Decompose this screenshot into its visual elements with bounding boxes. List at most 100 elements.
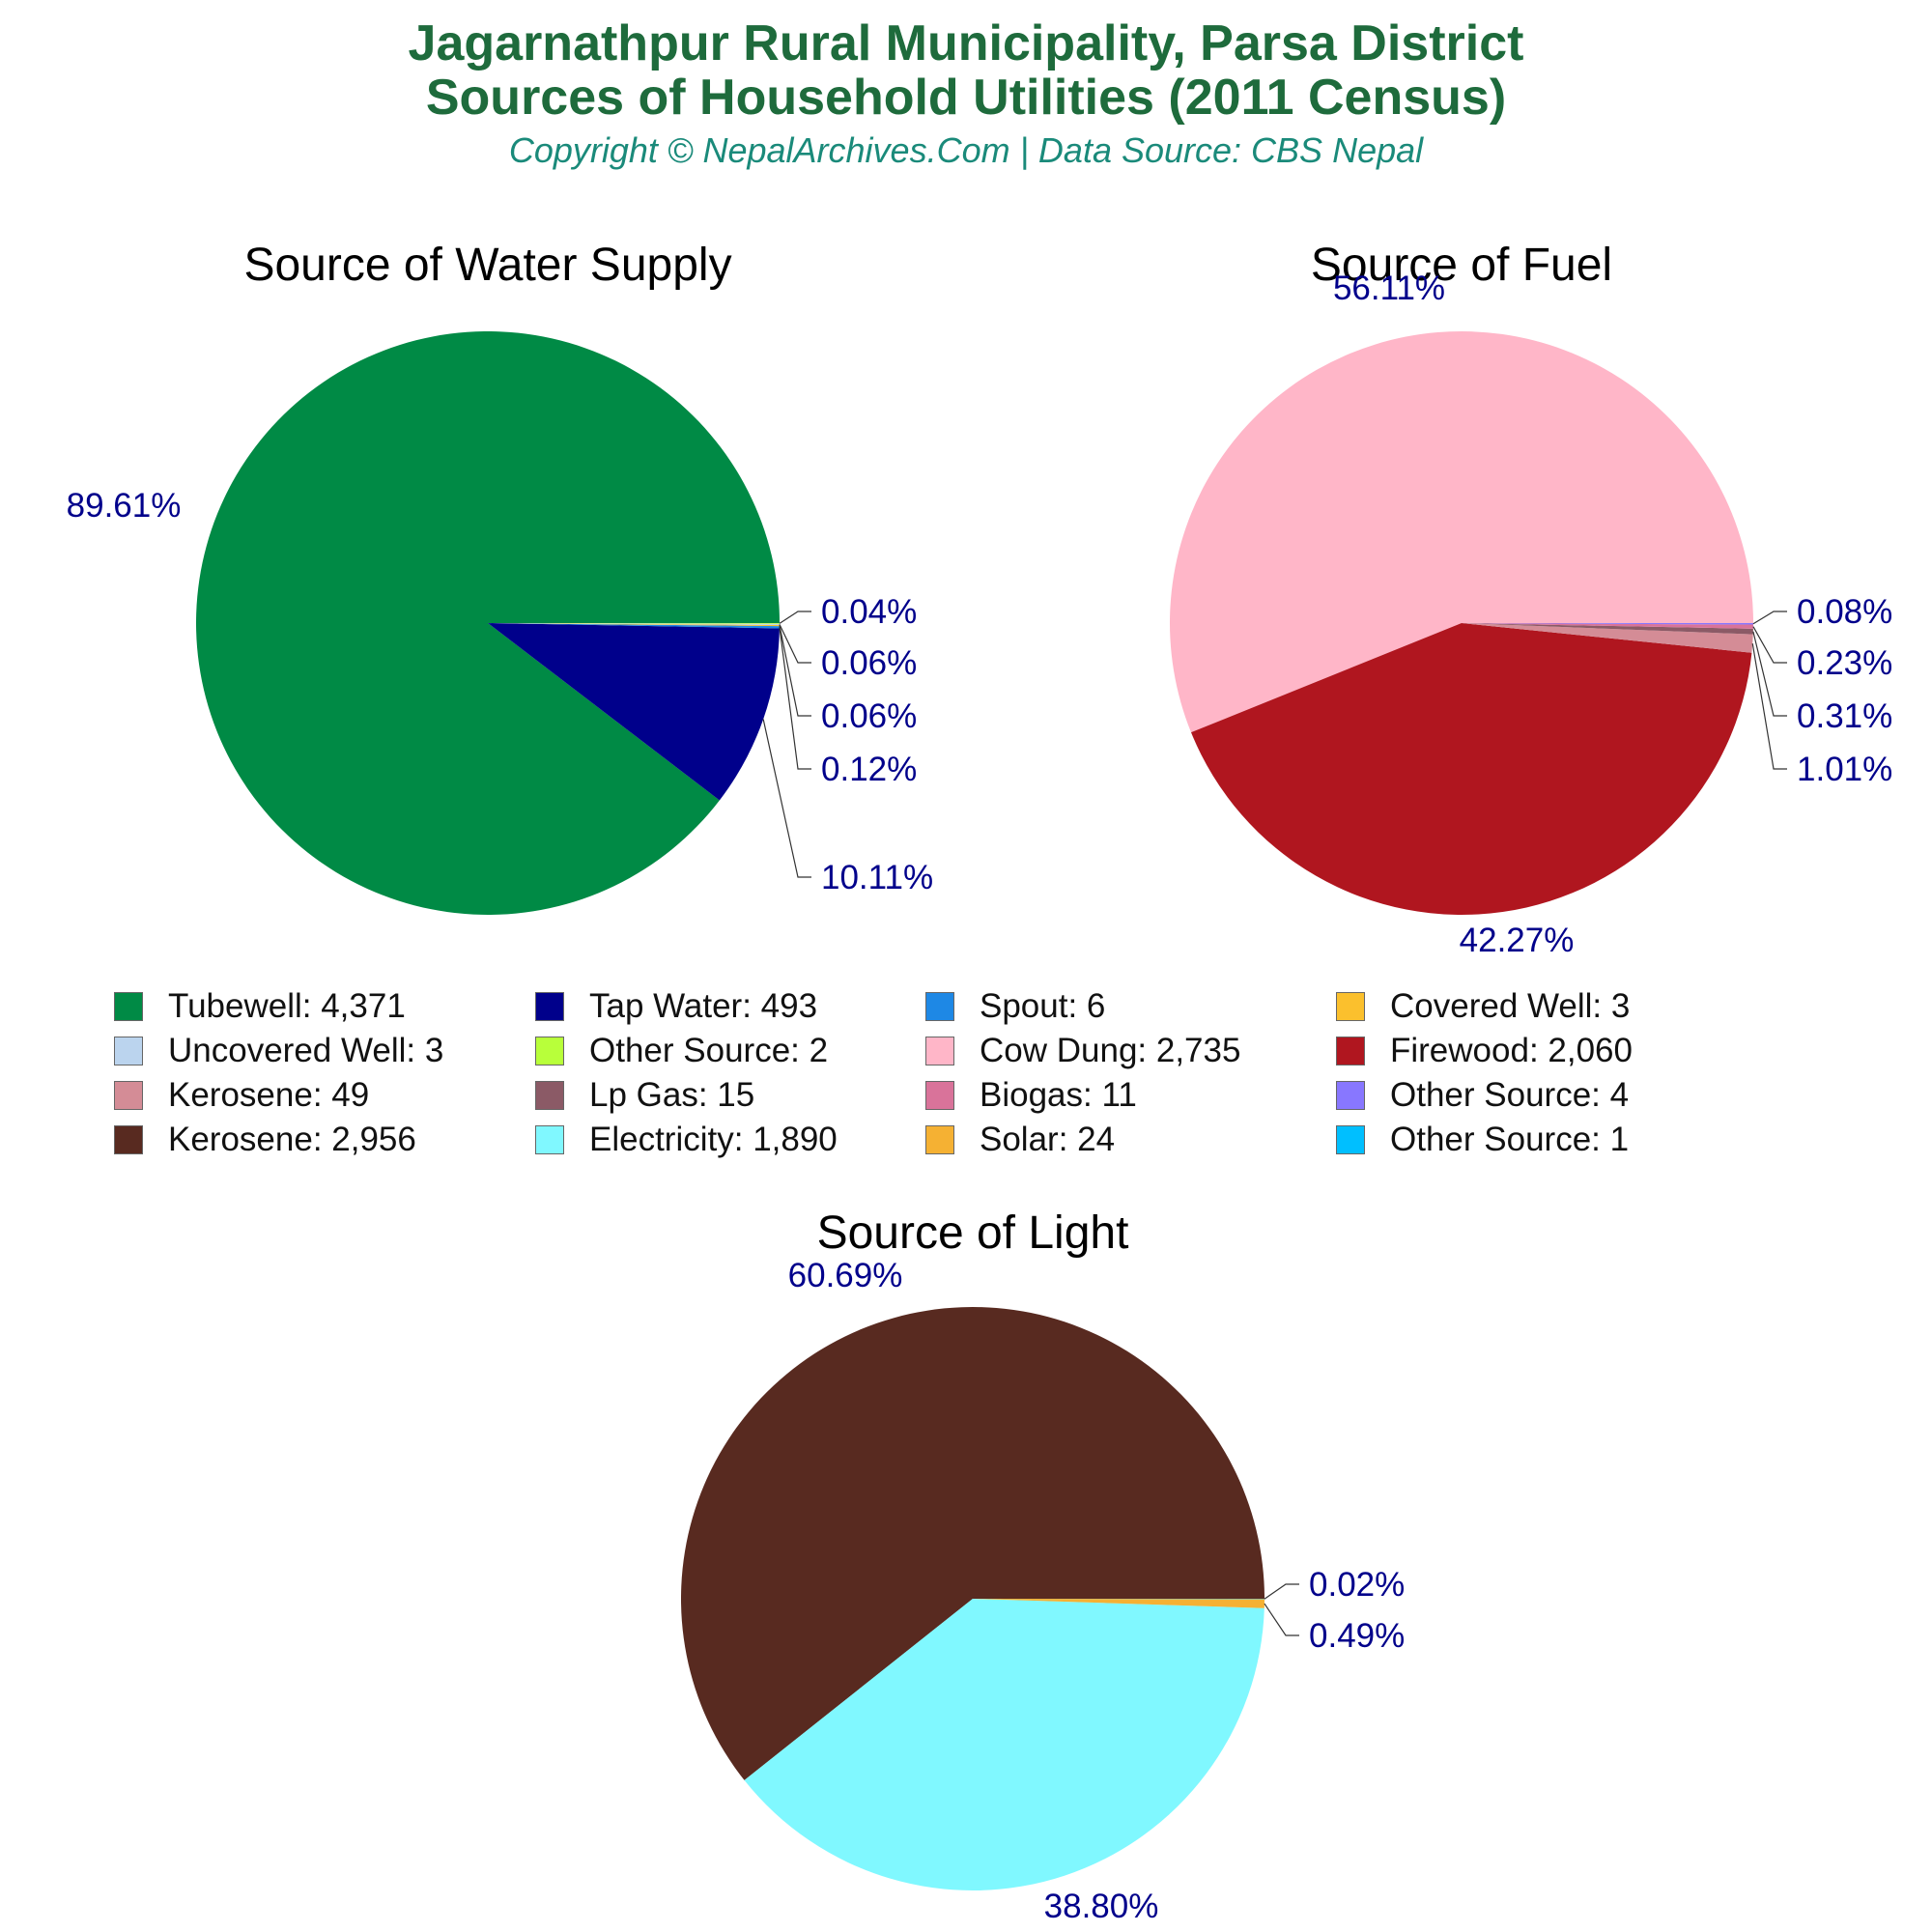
pie-slice [681,1307,1264,1780]
pie-pct-label: 38.80% [1044,1888,1159,1925]
legend-label: Electricity: 1,890 [589,1121,838,1158]
legend-swatch [535,1081,564,1110]
pie-pct-label: 0.49% [1309,1617,1405,1655]
pie-slice [488,623,780,629]
pie-slice [1462,623,1753,635]
legend-label: Solar: 24 [980,1121,1116,1158]
legend-item: Lp Gas: 15 [535,1074,754,1117]
legend-swatch [114,1125,143,1154]
pie-pct-label: 89.61% [67,487,182,525]
legend-swatch [925,1081,954,1110]
leader-line [1751,643,1787,770]
leader-line [1264,1603,1299,1636]
legend-item: Tubewell: 4,371 [114,985,406,1028]
legend-item: Firewood: 2,060 [1336,1030,1633,1072]
legend-swatch [1336,992,1365,1021]
leader-line [779,624,811,664]
legend-label: Kerosene: 2,956 [168,1121,416,1158]
main-title-line2: Sources of Household Utilities (2011 Cen… [425,70,1507,126]
legend-label: Biogas: 11 [980,1076,1137,1114]
main-title-line1: Jagarnathpur Rural Municipality, Parsa D… [408,15,1524,71]
legend-item: Cow Dung: 2,735 [925,1030,1240,1072]
legend-label: Other Source: 4 [1390,1076,1630,1114]
legend-label: Other Source: 2 [589,1032,829,1069]
legend-item: Electricity: 1,890 [535,1119,838,1161]
legend-label: Kerosene: 49 [168,1076,370,1114]
legend-item: Spout: 6 [925,985,1105,1028]
pie-slice [973,1599,1264,1608]
leader-line [779,627,811,770]
legend-swatch [114,1081,143,1110]
legend-label: Other Source: 1 [1390,1121,1630,1158]
pie-title: Source of Fuel [1311,240,1612,291]
pie-pct-label: 56.11% [1333,270,1445,307]
pie-pct-label: 0.06% [821,644,917,682]
pie-pct-label: 0.06% [821,697,917,735]
pie-pct-label: 0.12% [821,751,917,788]
legend-label: Uncovered Well: 3 [168,1032,444,1069]
pie-pct-label: 0.31% [1797,697,1892,735]
legend-item: Uncovered Well: 3 [114,1030,443,1072]
pie-title: Source of Water Supply [243,240,731,291]
leader-line [779,611,811,624]
legend-label: Tap Water: 493 [589,987,818,1025]
pie-pct-label: 60.69% [788,1257,903,1294]
legend-swatch [535,1037,564,1065]
legend-item: Other Source: 1 [1336,1119,1629,1161]
pie-slice [488,623,780,625]
legend-swatch [925,1037,954,1065]
leader-line [762,719,811,878]
pie-chart-0: Source of Water Supply 89.61% 10.11% 0.12% 0… [67,240,933,916]
pie-slice [1191,623,1752,915]
legend-item: Other Source: 4 [1336,1074,1629,1117]
pie-slice [488,623,780,627]
leader-line [1752,631,1787,717]
pie-pct-label: 1.01% [1797,751,1892,788]
pie-pct-label: 0.23% [1797,644,1892,682]
pie-slice [1462,623,1753,629]
pie-pct-label: 0.08% [1797,593,1892,631]
leader-line [1752,611,1787,625]
legend-swatch [1336,1037,1365,1065]
pie-slice [1462,623,1753,625]
legend-label: Tubewell: 4,371 [168,987,406,1025]
pie-slice [196,331,780,916]
legend-item: Other Source: 2 [535,1030,828,1072]
pie-pct-label: 10.11% [821,859,933,896]
pie-pct-label: 0.02% [1309,1566,1405,1604]
pie-pct-label: 42.27% [1460,922,1575,959]
chart-subtitle: Copyright © NepalArchives.Com | Data Sou… [508,130,1424,170]
pie-slice [1462,623,1753,653]
legend-label: Firewood: 2,060 [1390,1032,1633,1069]
legend-swatch [114,992,143,1021]
legend-swatch [1336,1125,1365,1154]
legend-swatch [925,1125,954,1154]
pie-slice [1170,330,1753,733]
legend-label: Spout: 6 [980,987,1106,1025]
legend-label: Cow Dung: 2,735 [980,1032,1241,1069]
legend-swatch [535,1125,564,1154]
legend-item: Biogas: 11 [925,1074,1137,1117]
legend-swatch [925,992,954,1021]
pie-slice [488,623,780,624]
legend-item: Solar: 24 [925,1119,1115,1161]
legend-label: Lp Gas: 15 [589,1076,755,1114]
legend-swatch [535,992,564,1021]
pie-pct-label: 0.04% [821,593,917,631]
legend-swatch [114,1037,143,1065]
pie-slice [488,623,780,801]
legend-swatch [1336,1081,1365,1110]
leader-line [1752,626,1787,664]
legend-item: Kerosene: 49 [114,1074,369,1117]
pie-slice [744,1599,1264,1891]
legend-item: Covered Well: 3 [1336,985,1630,1028]
legend-item: Kerosene: 2,956 [114,1119,416,1161]
legend-item: Tap Water: 493 [535,985,817,1028]
legend-label: Covered Well: 3 [1390,987,1631,1025]
leader-line [1264,1583,1299,1600]
leader-line [779,625,811,717]
pie-title: Source of Light [817,1208,1129,1259]
